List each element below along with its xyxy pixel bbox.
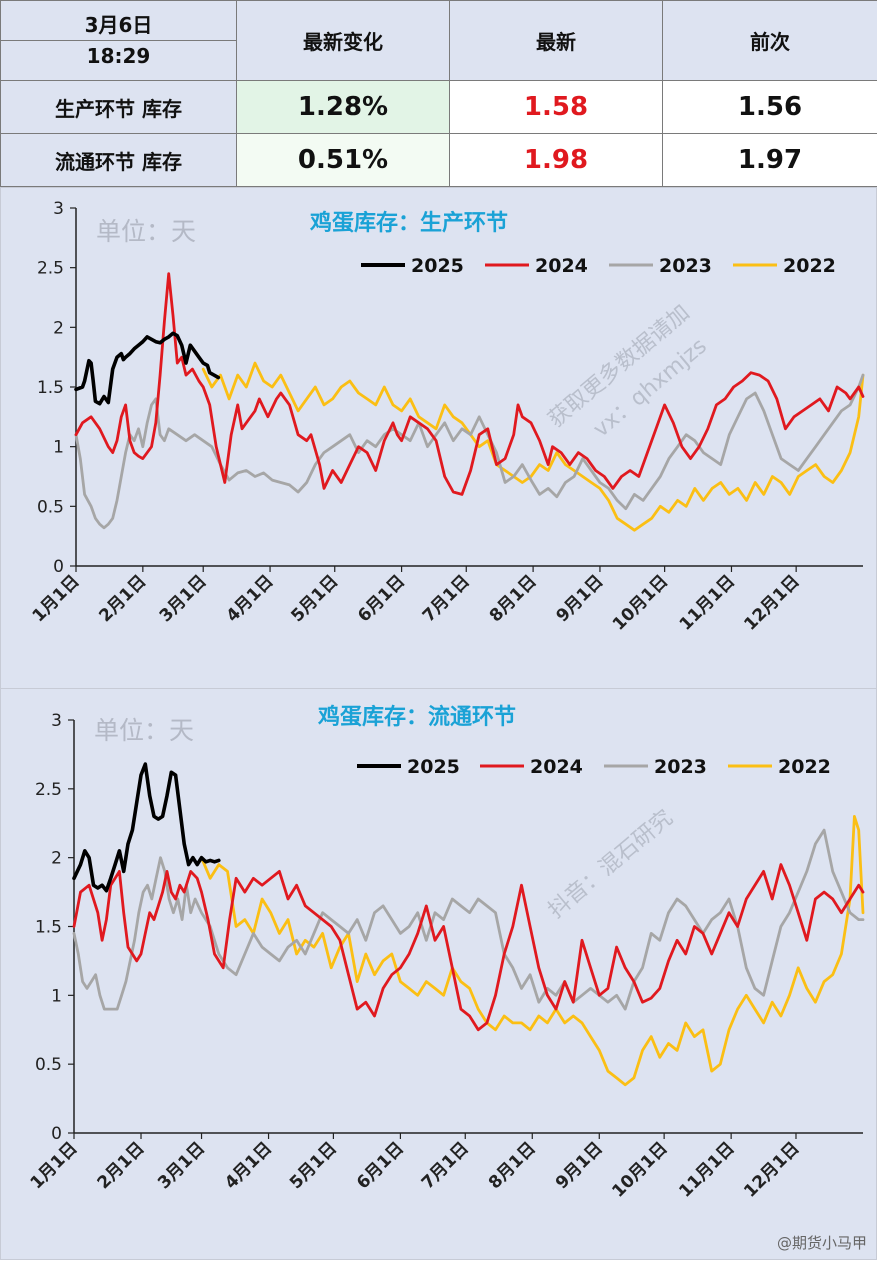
y-tick-label: 1.5 (35, 918, 62, 938)
header-change: 最新变化 (237, 1, 450, 81)
row-label: 流通环节 库存 (1, 134, 237, 187)
x-tick-label: 7月1日 (419, 571, 474, 626)
date-label: 3月6日 (1, 10, 236, 41)
y-tick-label: 0 (51, 1124, 62, 1144)
x-tick-label: 9月1日 (552, 1138, 607, 1193)
watermark-text: 抖音：混石研究 (544, 805, 678, 923)
unit-label: 单位：天 (96, 217, 196, 246)
y-tick-label: 2.5 (37, 259, 64, 279)
series-line-2024 (76, 274, 863, 495)
x-tick-label: 11月1日 (675, 1138, 738, 1201)
row-label: 生产环节 库存 (1, 81, 237, 134)
table-row: 生产环节 库存 1.28% 1.58 1.56 (1, 81, 877, 134)
x-tick-label: 12月1日 (740, 1138, 803, 1201)
y-tick-label: 1 (53, 438, 64, 458)
header-latest: 最新 (450, 1, 663, 81)
x-tick-label: 2月1日 (94, 1138, 149, 1193)
legend-label-2023: 2023 (654, 756, 707, 778)
x-tick-label: 1月1日 (27, 1138, 82, 1193)
series-line-2025 (76, 333, 218, 403)
series-line-2024 (74, 865, 863, 1030)
x-tick-label: 1月1日 (29, 571, 84, 626)
row-previous: 1.56 (663, 81, 877, 134)
chart-title: 鸡蛋库存：生产环节 (309, 210, 508, 236)
header-previous: 前次 (663, 1, 877, 81)
y-tick-label: 3 (51, 711, 62, 731)
y-tick-label: 2.5 (35, 780, 62, 800)
x-tick-label: 10月1日 (609, 571, 672, 634)
y-tick-label: 0.5 (37, 497, 64, 517)
x-tick-label: 11月1日 (676, 571, 739, 634)
summary-table: 3月6日 18:29 最新变化 最新 前次 生产环节 库存 1.28% 1.58… (0, 0, 877, 187)
footer-credit: @期货小马甲 (777, 1232, 867, 1253)
timestamp-cell: 3月6日 18:29 (1, 1, 237, 81)
table-row: 流通环节 库存 0.51% 1.98 1.97 (1, 134, 877, 187)
unit-label: 单位：天 (94, 716, 194, 745)
legend-label-2022: 2022 (783, 255, 836, 277)
x-tick-label: 6月1日 (354, 571, 409, 626)
x-tick-label: 12月1日 (740, 571, 803, 634)
chart-title: 鸡蛋库存：流通环节 (317, 704, 516, 730)
x-tick-label: 4月1日 (223, 571, 278, 626)
row-previous: 1.97 (663, 134, 877, 187)
x-tick-label: 10月1日 (608, 1138, 671, 1201)
y-tick-label: 1.5 (37, 378, 64, 398)
x-tick-label: 5月1日 (287, 571, 342, 626)
series-line-2025 (74, 764, 219, 891)
legend-label-2024: 2024 (535, 255, 588, 277)
time-label: 18:29 (1, 41, 236, 71)
x-tick-label: 6月1日 (353, 1138, 408, 1193)
y-tick-label: 0 (53, 557, 64, 577)
row-change: 1.28% (237, 81, 450, 134)
x-tick-label: 4月1日 (221, 1138, 276, 1193)
row-latest: 1.98 (450, 134, 663, 187)
x-tick-label: 8月1日 (485, 1138, 540, 1193)
x-tick-label: 9月1日 (553, 571, 608, 626)
legend-label-2025: 2025 (411, 255, 464, 277)
legend-label-2022: 2022 (778, 756, 831, 778)
row-latest: 1.58 (450, 81, 663, 134)
x-tick-label: 3月1日 (156, 571, 211, 626)
legend-label-2024: 2024 (530, 756, 583, 778)
y-tick-label: 2 (53, 318, 64, 338)
y-tick-label: 2 (51, 849, 62, 869)
series-line-2023 (76, 375, 863, 528)
legend-label-2023: 2023 (659, 255, 712, 277)
x-tick-label: 7月1日 (418, 1138, 473, 1193)
series-line-2022 (202, 816, 864, 1084)
series-line-2022 (203, 363, 863, 530)
x-tick-label: 8月1日 (486, 571, 541, 626)
x-tick-label: 5月1日 (286, 1138, 341, 1193)
y-tick-label: 3 (53, 199, 64, 219)
y-tick-label: 1 (51, 986, 62, 1006)
legend-label-2025: 2025 (407, 756, 460, 778)
summary-header-row: 3月6日 18:29 最新变化 最新 前次 (1, 1, 877, 81)
x-tick-label: 3月1日 (154, 1138, 209, 1193)
row-change: 0.51% (237, 134, 450, 187)
x-tick-label: 2月1日 (95, 571, 150, 626)
y-tick-label: 0.5 (35, 1055, 62, 1075)
